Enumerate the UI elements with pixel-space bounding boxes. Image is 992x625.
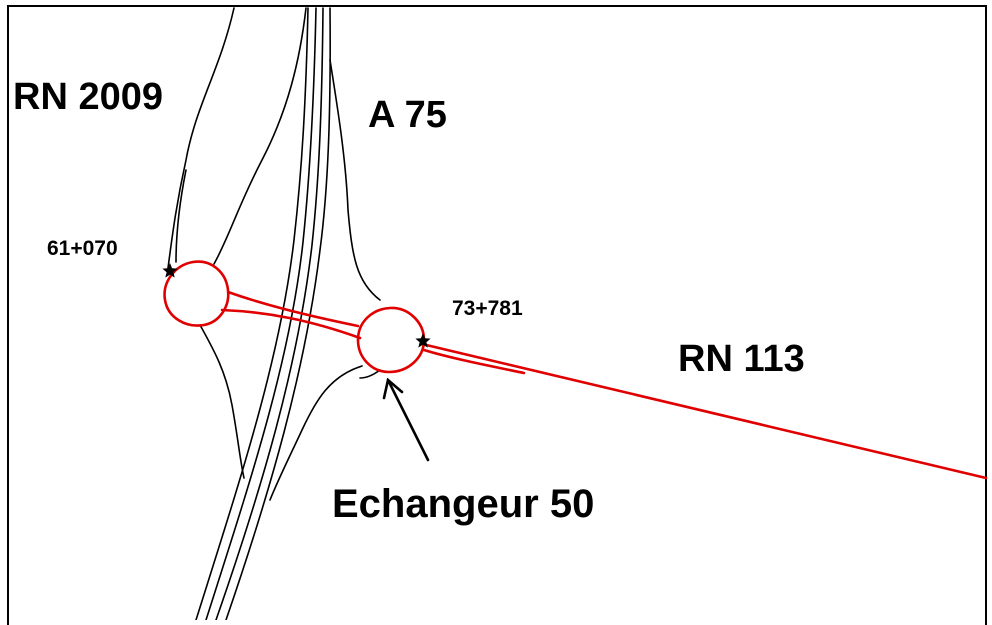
link-lower [222, 310, 360, 338]
ramp-link [360, 370, 380, 378]
road-label-rn2009: RN 2009 [13, 78, 163, 116]
ramp-sw-west [200, 325, 244, 478]
a75-lane-1 [196, 8, 308, 620]
kilometre-point-left: 61+070 [47, 238, 118, 259]
rn113-slip [424, 350, 524, 373]
a75-lane-4 [226, 8, 330, 620]
rn2009-edge-east [214, 8, 306, 264]
road-label-rn113: RN 113 [678, 340, 805, 378]
road-label-a75: A 75 [368, 96, 447, 134]
arrow-icon [384, 380, 428, 460]
roundabout-east [358, 308, 424, 372]
interchange-callout: Echangeur 50 [332, 484, 594, 524]
kilometre-point-right: 73+781 [452, 298, 523, 319]
